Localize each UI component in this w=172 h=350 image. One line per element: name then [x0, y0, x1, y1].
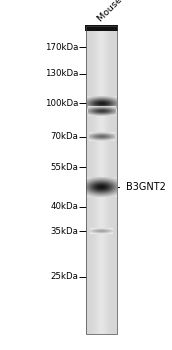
Text: 170kDa: 170kDa — [45, 43, 78, 52]
Bar — [86, 26, 117, 334]
Text: 55kDa: 55kDa — [50, 163, 78, 172]
Text: 70kDa: 70kDa — [50, 132, 78, 141]
Text: Mouse brain: Mouse brain — [96, 0, 143, 24]
Text: 35kDa: 35kDa — [50, 226, 78, 236]
Text: 100kDa: 100kDa — [45, 99, 78, 108]
Text: B3GNT2: B3GNT2 — [126, 182, 165, 192]
Text: 130kDa: 130kDa — [45, 69, 78, 78]
Bar — [85, 25, 118, 31]
Text: 40kDa: 40kDa — [50, 202, 78, 211]
Text: 25kDa: 25kDa — [50, 272, 78, 281]
